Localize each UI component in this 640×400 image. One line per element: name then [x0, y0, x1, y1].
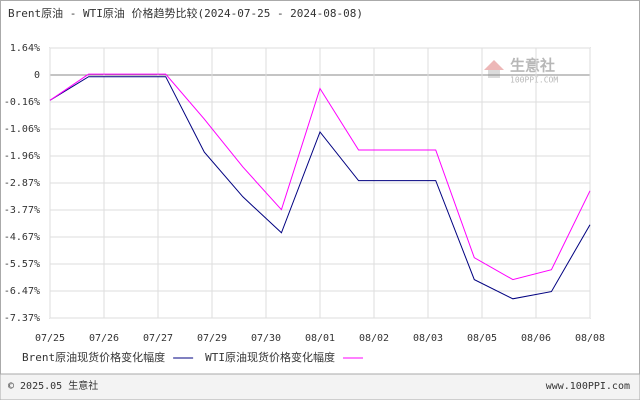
series-line: [49, 73, 591, 281]
x-tick-label: 07/26: [89, 333, 119, 344]
y-tick-label: -7.37%: [4, 313, 40, 324]
footer-band: [0, 374, 640, 400]
watermark-sub: 100PPI.COM: [510, 76, 558, 85]
y-tick-label: 1.64%: [10, 43, 40, 54]
y-tick-label: -1.96%: [4, 151, 40, 162]
x-tick-label: 08/08: [575, 333, 605, 344]
series-line: [49, 76, 591, 300]
y-tick-label: -2.87%: [4, 178, 40, 189]
footer-left: © 2025.05 生意社: [8, 379, 98, 392]
legend-label: WTI原油现货价格变化幅度: [205, 350, 335, 364]
watermark-logo: 生意社 100PPI.COM: [484, 57, 558, 85]
x-tick-label: 08/02: [359, 333, 389, 344]
chart-title: Brent原油 - WTI原油 价格趋势比较(2024-07-25 - 2024…: [8, 6, 363, 20]
y-tick-label: -1.06%: [4, 124, 40, 135]
x-tick-label: 07/30: [251, 333, 281, 344]
y-tick-label: -3.77%: [4, 205, 40, 216]
x-tick-label: 07/29: [197, 333, 227, 344]
y-tick-label: -0.16%: [4, 97, 40, 108]
y-tick-label: 0: [34, 70, 40, 81]
x-tick-label: 07/25: [35, 333, 65, 344]
y-tick-label: -5.57%: [4, 259, 40, 270]
logo-roof: [484, 60, 504, 70]
y-tick-label: -6.47%: [4, 286, 40, 297]
x-tick-label: 08/01: [305, 333, 335, 344]
x-tick-label: 08/06: [521, 333, 551, 344]
y-tick-label: -4.67%: [4, 232, 40, 243]
x-tick-label: 07/27: [143, 333, 173, 344]
x-tick-label: 08/03: [413, 333, 443, 344]
watermark: 生意社: [510, 57, 555, 75]
footer-right: www.100PPI.com: [546, 381, 630, 392]
legend-label: Brent原油现货价格变化幅度: [22, 350, 165, 364]
logo-house: [488, 70, 500, 78]
x-tick-label: 08/05: [467, 333, 497, 344]
